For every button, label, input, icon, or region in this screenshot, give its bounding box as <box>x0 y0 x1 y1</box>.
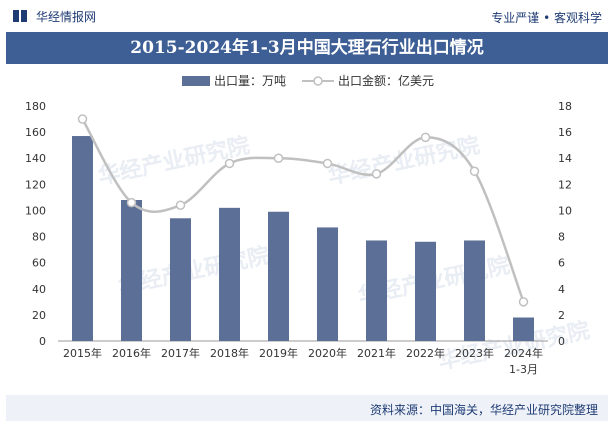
line-point <box>469 166 480 177</box>
y-left-tick-label: 20 <box>32 309 46 322</box>
title-band: 2015-2024年1-3月中国大理石行业出口情况 <box>6 32 608 64</box>
bar <box>415 241 436 341</box>
x-tick-label: 2016年 <box>112 346 151 360</box>
footer: 资料来源：中国海关，华经产业研究院整理 <box>6 395 608 421</box>
y-right-tick-label: 8 <box>558 231 565 244</box>
line-path <box>81 118 525 303</box>
y-right-tick-label: 12 <box>558 178 572 191</box>
bar <box>464 240 485 341</box>
y-right-tick-label: 18 <box>558 100 572 113</box>
y-left-tick-label: 120 <box>25 178 46 191</box>
y-right-tick-label: 6 <box>558 257 565 270</box>
line-point <box>518 297 529 307</box>
y-right-tick-label: 10 <box>558 204 572 217</box>
y-left-tick-label: 160 <box>25 126 46 139</box>
chart: 华经产业研究院华经产业研究院华经产业研究院华经产业研究院华经产业研究院 出口量：… <box>25 73 592 376</box>
chart-title: 2015-2024年1-3月中国大理石行业出口情况 <box>130 38 484 58</box>
line-point <box>322 158 333 169</box>
y-right-tick-label: 16 <box>558 126 572 139</box>
line-point <box>371 169 382 179</box>
line-point <box>175 200 186 210</box>
x-tick-label: 2018年 <box>210 346 249 360</box>
bar <box>317 227 338 341</box>
y-left-tick-label: 60 <box>32 257 46 270</box>
bar <box>170 218 191 341</box>
bar <box>72 136 93 341</box>
top-bar: 华经情报网 专业严谨 • 客观科学 <box>0 0 614 30</box>
line-series <box>77 114 529 307</box>
bar <box>513 317 534 341</box>
y-right-tick-label: 0 <box>558 335 565 348</box>
line-point <box>420 132 431 143</box>
legend-marker-line <box>313 76 323 86</box>
x-tick-label: 2017年 <box>161 346 200 360</box>
y-left-tick-label: 100 <box>25 204 46 217</box>
y-right-tick-label: 14 <box>558 152 572 165</box>
legend-label-line: 出口金额：亿美元 <box>338 73 434 88</box>
y-right-tick-label: 2 <box>558 309 565 322</box>
watermark-text: 华经产业研究院 <box>326 132 482 189</box>
x-tick-label: 1-3月 <box>509 363 538 376</box>
bar <box>219 207 240 341</box>
line-point <box>273 153 284 163</box>
y-left-tick-label: 180 <box>25 100 46 113</box>
book-icon <box>13 10 27 22</box>
bar-series <box>72 136 534 341</box>
brand-name: 华经情报网 <box>36 9 97 24</box>
y-left-tick-label: 40 <box>32 283 46 296</box>
y-left-tick-label: 0 <box>39 335 46 348</box>
y-left-tick-label: 80 <box>32 231 46 244</box>
brand: 华经情报网 <box>12 8 96 24</box>
bar <box>121 200 142 341</box>
line-point <box>77 114 88 124</box>
bar <box>366 240 387 341</box>
x-tick-label: 2023年 <box>455 346 494 360</box>
x-tick-label: 2022年 <box>406 346 445 360</box>
x-tick-label: 2021年 <box>357 346 396 360</box>
bar <box>268 211 289 341</box>
axes: 0 20 40 60 80 100 120 140 160 180 0 2 4 6 8 10 12 14 16 18 <box>25 100 572 348</box>
y-right-tick-label: 4 <box>558 283 565 296</box>
line-point <box>126 197 137 208</box>
legend-swatch-bar <box>182 76 210 86</box>
y-left-tick-label: 140 <box>25 152 46 165</box>
x-axis-labels: 2015年 2016年 2017年 2018年 2019年 2020年 2021年 2022年… <box>63 346 543 376</box>
x-tick-label: 2015年 <box>63 346 102 360</box>
line-point <box>224 158 235 169</box>
legend: 出口量：万吨 出口金额：亿美元 <box>182 73 434 88</box>
x-tick-label: 2019年 <box>259 346 298 360</box>
source-note: 资料来源：中国海关，华经产业研究院整理 <box>369 403 598 417</box>
slogan: 专业严谨 • 客观科学 <box>491 11 602 25</box>
x-tick-label: 2020年 <box>308 346 347 360</box>
legend-label-bar: 出口量：万吨 <box>214 74 286 88</box>
x-tick-label: 2024年 <box>504 346 543 360</box>
